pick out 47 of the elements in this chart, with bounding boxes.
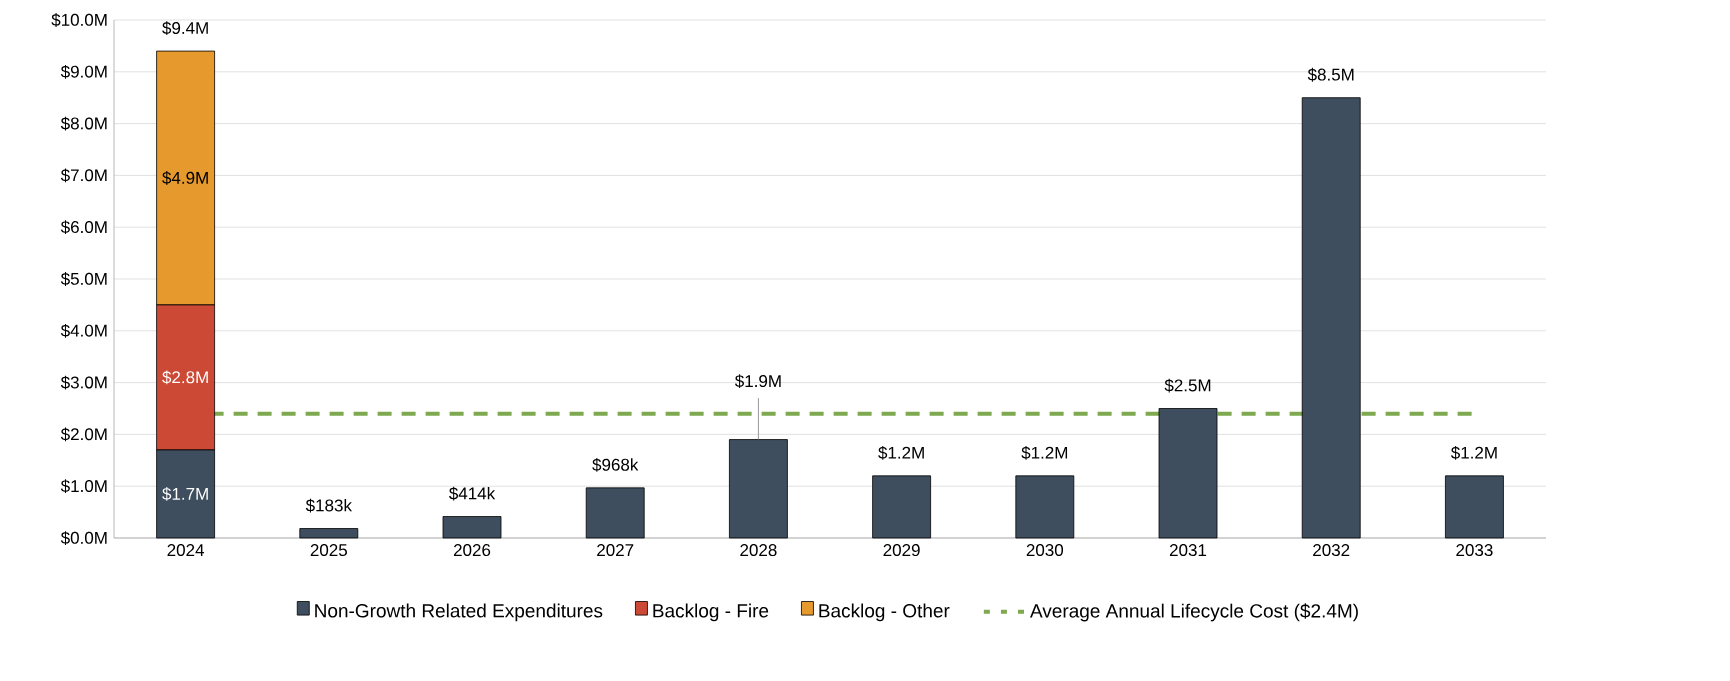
y-tick-label: $9.0M bbox=[60, 64, 107, 79]
y-tick-label: $3.0M bbox=[60, 375, 107, 390]
total-label: $183k bbox=[305, 498, 352, 513]
legend-label: Backlog - Fire bbox=[653, 603, 769, 622]
y-tick-label: $6.0M bbox=[60, 220, 107, 235]
total-label: $8.5M bbox=[1307, 67, 1354, 82]
data-label: $4.9M bbox=[162, 171, 208, 185]
bar bbox=[442, 516, 502, 539]
total-label: $1.2M bbox=[1450, 446, 1497, 460]
bar bbox=[585, 487, 645, 539]
y-tick-label: $4.0M bbox=[60, 323, 107, 338]
bar bbox=[872, 475, 932, 539]
legend-label: Non-Growth Related Expenditures bbox=[315, 603, 603, 622]
total-label: $9.4M bbox=[162, 21, 208, 36]
legend-label: Average Annual Lifecycle Cost ($2.4M) bbox=[1030, 603, 1358, 622]
total-label: $414k bbox=[449, 486, 496, 501]
x-tick-label: 2033 bbox=[1456, 544, 1493, 557]
data-label: $1.7M bbox=[162, 487, 208, 501]
bar bbox=[1301, 97, 1361, 539]
legend-label: Backlog - Other bbox=[819, 603, 950, 622]
x-tick-label: 2025 bbox=[310, 544, 347, 557]
y-tick-label: $1.0M bbox=[60, 479, 107, 494]
bar bbox=[1015, 475, 1075, 539]
x-tick-label: 2028 bbox=[740, 544, 777, 557]
y-tick-label: $7.0M bbox=[60, 168, 107, 183]
bar bbox=[1445, 475, 1504, 539]
bar bbox=[299, 528, 359, 539]
x-tick-label: 2026 bbox=[453, 544, 491, 557]
total-label: $968k bbox=[592, 458, 639, 472]
x-tick-label: 2024 bbox=[167, 544, 205, 557]
y-tick-label: $0.0M bbox=[60, 531, 107, 545]
x-tick-label: 2032 bbox=[1313, 544, 1350, 557]
y-tick-label: $5.0M bbox=[60, 272, 107, 286]
bar bbox=[729, 439, 788, 539]
total-label: $2.5M bbox=[1164, 378, 1211, 393]
x-tick-label: 2030 bbox=[1026, 544, 1064, 557]
total-label: $1.9M bbox=[734, 374, 781, 389]
y-tick-label: $8.0M bbox=[60, 116, 107, 131]
x-tick-label: 2031 bbox=[1169, 544, 1207, 557]
total-label: $1.2M bbox=[1021, 446, 1068, 460]
data-label: $2.8M bbox=[162, 370, 208, 385]
total-label: $1.2M bbox=[878, 446, 924, 460]
bar bbox=[1158, 408, 1218, 539]
y-tick-label: $2.0M bbox=[60, 427, 107, 442]
x-tick-label: 2029 bbox=[883, 544, 920, 557]
y-tick-label: $10.0M bbox=[51, 13, 107, 27]
x-tick-label: 2027 bbox=[597, 544, 634, 557]
